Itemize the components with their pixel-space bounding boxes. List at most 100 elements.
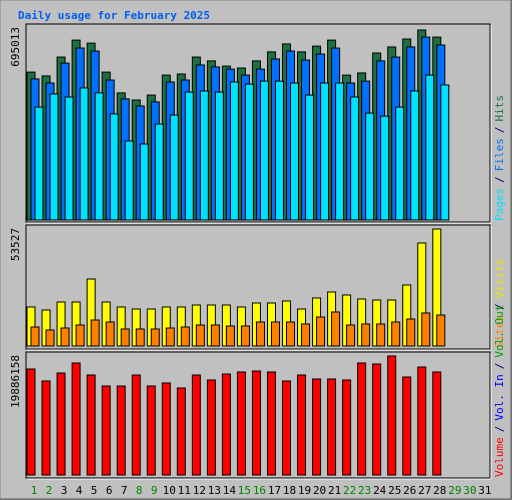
bar (406, 318, 416, 347)
x-tick-label: 24 (373, 484, 387, 497)
bar (191, 374, 201, 476)
bar (376, 323, 386, 347)
x-tick-label: 15 (238, 484, 251, 497)
bar (312, 378, 322, 476)
bar (124, 140, 134, 221)
bar (425, 74, 435, 221)
bar (161, 382, 171, 476)
bar (301, 323, 311, 347)
bar (30, 326, 40, 347)
bar (221, 373, 231, 476)
bar (297, 374, 307, 476)
bar (436, 314, 446, 347)
bar (139, 143, 149, 221)
bar (26, 368, 36, 476)
x-tick-label: 25 (388, 484, 401, 497)
bar (346, 324, 356, 347)
bar (101, 385, 111, 476)
bar (180, 326, 190, 347)
bar (316, 316, 326, 347)
bar (79, 87, 89, 221)
legend: Pages / Files / Hits (493, 95, 506, 221)
x-tick-label: 10 (163, 484, 176, 497)
bar (361, 323, 371, 347)
bar (214, 91, 224, 221)
legend-entry: Sites (493, 315, 506, 348)
x-tick-label: 26 (403, 484, 416, 497)
x-tick-label: 21 (328, 484, 341, 497)
bar (380, 115, 390, 221)
x-tick-label: 17 (268, 484, 281, 497)
bar (305, 94, 315, 221)
x-tick-label: 22 (343, 484, 356, 497)
legend: Volume/Vol. In/Vol. Out (493, 305, 506, 477)
x-tick-label: 12 (193, 484, 206, 497)
legend-entry: Files (493, 138, 506, 171)
legend-entry: Vol. In (493, 374, 506, 420)
x-tick-label: 4 (76, 484, 83, 497)
x-tick-label: 1 (31, 484, 38, 497)
bar (391, 321, 401, 347)
x-tick-label: 7 (121, 484, 128, 497)
x-tick-label: 8 (136, 484, 143, 497)
bar (135, 328, 145, 347)
bar (109, 113, 119, 221)
x-tick-label: 2 (46, 484, 53, 497)
bar (56, 372, 66, 476)
bar (60, 327, 70, 347)
bar (402, 376, 412, 476)
legend-entry: Pages (493, 188, 506, 221)
bar (86, 374, 96, 476)
x-tick-label: 28 (433, 484, 446, 497)
bar (440, 84, 450, 221)
bar (255, 321, 265, 347)
bar (335, 82, 345, 221)
x-tick-label: 9 (151, 484, 158, 497)
bar (154, 123, 164, 221)
bar (357, 362, 367, 476)
bar (34, 106, 44, 221)
x-tick-label: 16 (253, 484, 266, 497)
legend-separator: / (493, 426, 506, 433)
bar (387, 355, 397, 476)
bar (342, 379, 352, 476)
bar (290, 82, 300, 221)
x-tick-label: 19 (298, 484, 311, 497)
bar (410, 90, 420, 221)
bar (432, 371, 442, 476)
bar (206, 379, 216, 476)
legend-separator: / (493, 176, 506, 183)
x-tick-label: 31 (478, 484, 491, 497)
bar (94, 92, 104, 221)
bar (64, 96, 74, 221)
bar (229, 81, 239, 221)
bar (169, 114, 179, 221)
legend-separator: / (493, 127, 506, 134)
x-tick-label: 27 (418, 484, 431, 497)
bar (236, 371, 246, 476)
bar (240, 325, 250, 347)
y-tick-label: 19886158 (9, 355, 22, 408)
bar (71, 362, 81, 476)
bar (184, 91, 194, 221)
x-tick-label: 3 (61, 484, 68, 497)
legend-separator: / (493, 303, 506, 310)
bar (75, 324, 85, 347)
bar (372, 363, 382, 476)
bar (244, 83, 254, 221)
x-tick-label: 13 (208, 484, 221, 497)
bar (365, 112, 375, 221)
x-tick-label: 23 (358, 484, 371, 497)
x-tick-label: 18 (283, 484, 296, 497)
bar (417, 366, 427, 476)
bar (331, 311, 341, 347)
bar (150, 328, 160, 347)
bar (274, 80, 284, 221)
bar (49, 93, 59, 221)
y-tick-label: 53527 (9, 228, 22, 261)
bar (259, 80, 269, 221)
bar (266, 371, 276, 476)
bar (320, 82, 330, 221)
bar (105, 321, 115, 347)
